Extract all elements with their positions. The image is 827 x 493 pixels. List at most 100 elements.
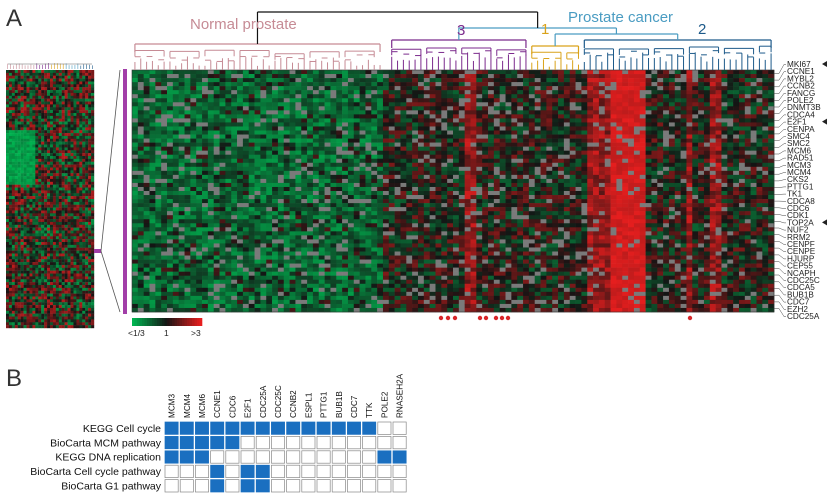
- membership-cell-filled: [179, 436, 194, 450]
- sample-dot: [687, 315, 693, 321]
- membership-cell-filled: [195, 436, 209, 450]
- sample-dot: [477, 315, 483, 321]
- sample-dot: [452, 315, 458, 321]
- gene-labels: MKI67CCNE1MYBL2CCNB2FANCGPOLE2DNMT3BCDCA…: [774, 60, 827, 321]
- membership-cell-empty: [286, 479, 301, 493]
- overview-heatmap: [6, 70, 95, 329]
- gene-label: EZH2: [787, 305, 808, 314]
- gene-label: CDC6: [787, 204, 810, 213]
- zoom-line-bottom: [100, 250, 121, 313]
- membership-cell-filled: [255, 479, 270, 493]
- gene-label: E2F1: [787, 118, 807, 127]
- membership-cell-empty: [164, 479, 179, 493]
- gene-label: CENPE: [787, 247, 816, 256]
- legend-high: >3: [191, 328, 201, 338]
- membership-cell-filled: [210, 421, 225, 435]
- membership-cell-empty: [347, 464, 361, 478]
- membership-cell-filled: [255, 464, 270, 478]
- membership-cell-empty: [195, 479, 209, 493]
- membership-cell-filled: [286, 421, 301, 435]
- pathway-column-label: MCM4: [183, 393, 192, 418]
- pathway-column-label: CCNE1: [213, 390, 222, 418]
- pathway-column-label: RNASEH2A: [396, 373, 405, 418]
- gene-label: CDC25C: [787, 276, 820, 285]
- membership-cell-filled: [316, 421, 331, 435]
- membership-cell-empty: [164, 464, 179, 478]
- membership-cell-filled: [179, 421, 194, 435]
- membership-cell-empty: [377, 436, 392, 450]
- membership-cell-empty: [271, 464, 285, 478]
- pathway-row-label: BioCarta MCM pathway: [50, 437, 162, 449]
- membership-cell-empty: [301, 450, 316, 464]
- membership-cell-empty: [255, 450, 270, 464]
- pathway-column-label: CCNB2: [289, 390, 298, 418]
- gene-label: CENPF: [787, 240, 815, 249]
- membership-cell-empty: [195, 464, 209, 478]
- overview-dendrogram: [7, 63, 93, 69]
- pathway-column-label: ESPL1: [304, 392, 313, 418]
- membership-cell-filled: [240, 421, 255, 435]
- membership-cell-empty: [240, 450, 255, 464]
- membership-cell-empty: [392, 436, 407, 450]
- membership-cell-empty: [286, 450, 301, 464]
- membership-cell-empty: [316, 464, 331, 478]
- membership-cell-filled: [301, 421, 316, 435]
- sample-dot: [499, 315, 505, 321]
- gene-label: DNMT3B: [787, 103, 821, 112]
- cluster-label-2: 2: [698, 21, 706, 38]
- pathway-column-label: MCM6: [198, 393, 207, 418]
- pathway-column-label: BUB1B: [335, 391, 344, 418]
- membership-cell-filled: [195, 450, 209, 464]
- membership-cell-empty: [225, 464, 240, 478]
- group-label-cancer: Prostate cancer: [568, 9, 673, 26]
- pathway-column-label: CDC25C: [274, 385, 283, 418]
- gene-label: CKS2: [787, 175, 809, 184]
- group-label-normal: Normal prostate: [190, 16, 297, 33]
- membership-cell-empty: [331, 450, 346, 464]
- membership-cell-filled: [240, 479, 255, 493]
- pathway-column-label: POLE2: [380, 391, 389, 418]
- membership-cell-empty: [392, 464, 407, 478]
- membership-cell-empty: [271, 436, 285, 450]
- gene-label: CDK1: [787, 211, 809, 220]
- membership-cell-empty: [331, 436, 346, 450]
- membership-cell-empty: [271, 479, 285, 493]
- gene-label: CENPA: [787, 125, 815, 134]
- membership-cell-filled: [392, 450, 407, 464]
- membership-cell-filled: [179, 450, 194, 464]
- gene-label: NCAPH: [787, 269, 816, 278]
- membership-cell-filled: [362, 421, 377, 435]
- panel-a-label: A: [6, 5, 22, 32]
- membership-cell-filled: [164, 450, 179, 464]
- gene-label: HJURP: [787, 254, 815, 263]
- membership-cell-empty: [271, 450, 285, 464]
- pathway-row-label: KEGG Cell cycle: [83, 423, 161, 435]
- sample-dendrogram: [134, 11, 772, 70]
- gene-label: BUB1B: [787, 290, 814, 299]
- gene-label: CDCA8: [787, 197, 815, 206]
- pathway-column-label: PTTG1: [320, 391, 329, 418]
- membership-cell-empty: [362, 479, 377, 493]
- membership-cell-empty: [316, 479, 331, 493]
- membership-cell-empty: [347, 450, 361, 464]
- cluster-label-3: 3: [457, 22, 465, 39]
- pathway-column-label: CDC7: [350, 395, 359, 418]
- cluster-bar: [123, 69, 127, 314]
- gene-label: CCNB2: [787, 82, 815, 91]
- gene-label: FANCG: [787, 89, 815, 98]
- gene-label: NUF2: [787, 226, 809, 235]
- membership-cell-empty: [286, 464, 301, 478]
- sample-dot: [483, 315, 489, 321]
- membership-cell-empty: [301, 436, 316, 450]
- membership-cell-empty: [377, 421, 392, 435]
- pathway-row-label: BioCarta Cell cycle pathway: [30, 466, 161, 478]
- membership-cell-empty: [316, 436, 331, 450]
- membership-cell-empty: [316, 450, 331, 464]
- membership-cell-empty: [240, 436, 255, 450]
- membership-cell-empty: [347, 479, 361, 493]
- membership-cell-empty: [377, 479, 392, 493]
- membership-cell-empty: [301, 464, 316, 478]
- highlight-arrow-icon: [822, 61, 827, 67]
- gene-label: MCM4: [787, 168, 812, 177]
